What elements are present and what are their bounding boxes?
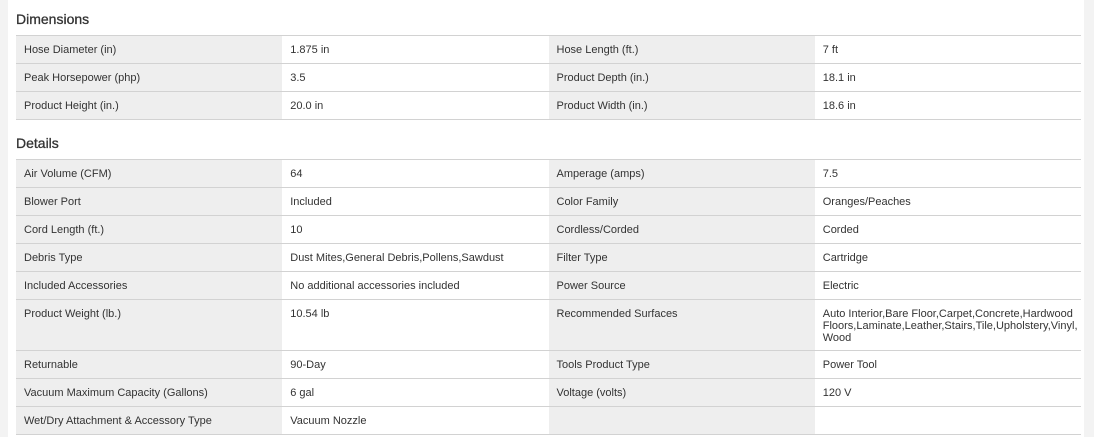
spec-row: Peak Horsepower (php) 3.5 Product Depth (i… — [16, 63, 1081, 92]
spec-value: Dust Mites,General Debris,Pollens,Sawdus… — [282, 243, 549, 272]
spec-value: 3.5 — [282, 63, 549, 92]
spec-label: Tools Product Type — [548, 350, 815, 379]
spec-label: Hose Length (ft.) — [548, 35, 815, 64]
spec-value — [814, 406, 1081, 435]
dimensions-heading: Dimensions — [16, 11, 90, 27]
details-section: Details Air Volume (CFM) 64 Amperage (amps… — [16, 124, 1081, 435]
spec-label: Recommended Surfaces — [548, 299, 815, 351]
spec-value: Auto Interior,Bare Floor,Carpet,Concrete… — [814, 299, 1081, 351]
dimensions-section: Dimensions Hose Diameter (in) 1.875 in Hos… — [16, 0, 1081, 120]
spec-value: 18.6 in — [814, 91, 1081, 120]
spec-label: Color Family — [548, 187, 815, 216]
spec-label: Peak Horsepower (php) — [16, 63, 283, 92]
details-heading: Details — [16, 135, 59, 151]
spec-value: Included — [282, 187, 549, 216]
spec-value: Electric — [814, 271, 1081, 300]
spec-value: Oranges/Peaches — [814, 187, 1081, 216]
spec-row: Blower Port Included Color Family Oranges/P… — [16, 187, 1081, 216]
spec-value: 6 gal — [282, 378, 549, 407]
spec-label: Product Weight (lb.) — [16, 299, 283, 351]
spec-value: Vacuum Nozzle — [282, 406, 549, 435]
details-table: Air Volume (CFM) 64 Amperage (amps) 7.5 Blow… — [16, 159, 1081, 435]
spec-value: 90-Day — [282, 350, 549, 379]
spec-value: 20.0 in — [282, 91, 549, 120]
spec-value: 7 ft — [814, 35, 1081, 64]
spec-value: 18.1 in — [814, 63, 1081, 92]
spec-label: Wet/Dry Attachment & Accessory Type — [16, 406, 283, 435]
spec-label: Filter Type — [548, 243, 815, 272]
spec-row: Air Volume (CFM) 64 Amperage (amps) 7.5 — [16, 159, 1081, 188]
spec-value: 1.875 in — [282, 35, 549, 64]
spec-label: Product Depth (in.) — [548, 63, 815, 92]
spec-value: 10.54 lb — [282, 299, 549, 351]
spec-label — [548, 406, 815, 435]
spec-label: Included Accessories — [16, 271, 283, 300]
spec-label: Returnable — [16, 350, 283, 379]
spec-value: Corded — [814, 215, 1081, 244]
spec-label: Vacuum Maximum Capacity (Gallons) — [16, 378, 283, 407]
spec-row: Hose Diameter (in) 1.875 in Hose Length (f… — [16, 35, 1081, 64]
spec-label: Cord Length (ft.) — [16, 215, 283, 244]
spec-value: Power Tool — [814, 350, 1081, 379]
spec-row: Debris Type Dust Mites,General Debris,Pol… — [16, 243, 1081, 272]
spec-label: Cordless/Corded — [548, 215, 815, 244]
spec-label: Air Volume (CFM) — [16, 159, 283, 188]
spec-row: Vacuum Maximum Capacity (Gallons) 6 gal Vo… — [16, 378, 1081, 407]
spec-value: 10 — [282, 215, 549, 244]
dimensions-table: Hose Diameter (in) 1.875 in Hose Length (f… — [16, 35, 1081, 120]
spec-row: Product Height (in.) 20.0 in Product Width… — [16, 91, 1081, 120]
spec-value: 120 V — [814, 378, 1081, 407]
spec-label: Hose Diameter (in) — [16, 35, 283, 64]
spec-label: Power Source — [548, 271, 815, 300]
spec-value: 7.5 — [814, 159, 1081, 188]
spec-label: Product Width (in.) — [548, 91, 815, 120]
spec-label: Debris Type — [16, 243, 283, 272]
spec-row: Wet/Dry Attachment & Accessory Type Vacuu… — [16, 406, 1081, 435]
spec-value: Cartridge — [814, 243, 1081, 272]
spec-row: Included Accessories No additional access… — [16, 271, 1081, 300]
spec-label: Amperage (amps) — [548, 159, 815, 188]
spec-label: Blower Port — [16, 187, 283, 216]
spec-label: Product Height (in.) — [16, 91, 283, 120]
spec-row: Cord Length (ft.) 10 Cordless/Corded Corded — [16, 215, 1081, 244]
spec-row: Product Weight (lb.) 10.54 lb Recommended … — [16, 299, 1081, 351]
spec-value: 64 — [282, 159, 549, 188]
spec-row: Returnable 90-Day Tools Product Type Power … — [16, 350, 1081, 379]
spec-value: No additional accessories included — [282, 271, 549, 300]
spec-label: Voltage (volts) — [548, 378, 815, 407]
